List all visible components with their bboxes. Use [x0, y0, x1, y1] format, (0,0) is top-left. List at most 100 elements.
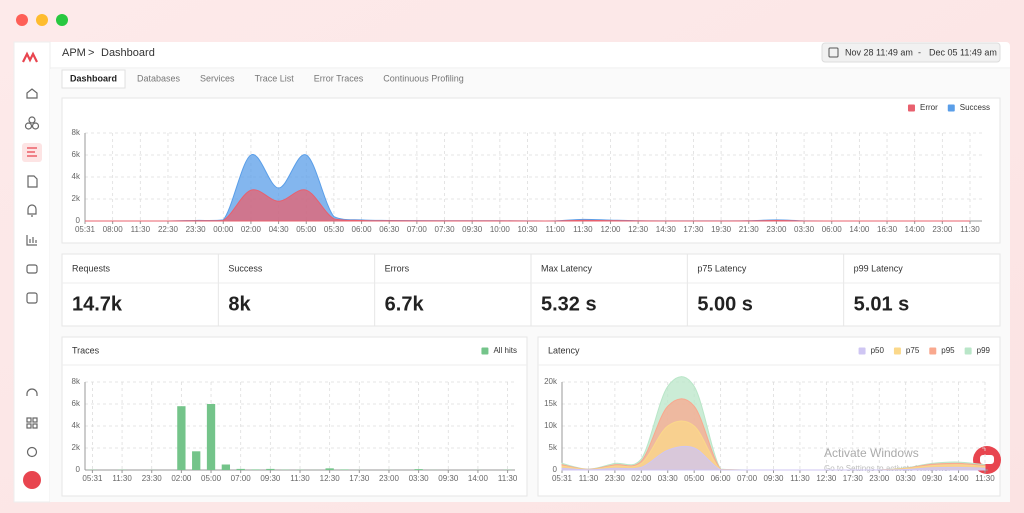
legend-label[interactable]: p50	[871, 346, 885, 355]
area	[561, 445, 986, 471]
stat-label: p99 Latency	[854, 263, 904, 273]
overview-panel	[61, 97, 1001, 244]
support-icon[interactable]	[26, 388, 38, 396]
x-tick-label: 09:30	[438, 474, 459, 483]
x-tick-label: 05:00	[684, 474, 705, 483]
x-tick-label: 14:30	[656, 225, 677, 234]
tab[interactable]: Trace List	[255, 73, 295, 83]
stat-label: Errors	[385, 263, 410, 273]
services-icon[interactable]	[28, 116, 36, 124]
x-tick-label: 07:30	[435, 225, 456, 234]
minimize-button[interactable]	[36, 14, 48, 26]
x-tick-label: 02:00	[631, 474, 652, 483]
x-tick-label: 10:30	[517, 225, 538, 234]
x-tick-label: 05:30	[324, 225, 345, 234]
legend-swatch[interactable]	[481, 347, 489, 355]
bar	[236, 468, 245, 470]
legend-swatch[interactable]	[964, 347, 972, 355]
legend-swatch[interactable]	[947, 104, 955, 112]
home-icon[interactable]	[26, 88, 38, 99]
y-tick-label: 4k	[72, 172, 81, 181]
bots-icon[interactable]	[26, 264, 38, 274]
apps-icon[interactable]	[26, 417, 32, 423]
alerts-icon[interactable]	[27, 204, 37, 217]
y-tick-label: 2k	[72, 194, 81, 203]
tab[interactable]: Databases	[137, 73, 181, 83]
breadcrumb-current: Dashboard	[101, 47, 155, 59]
legend-label[interactable]: Error	[920, 103, 938, 112]
x-tick-label: 05:31	[82, 474, 103, 483]
x-tick-label: 09:30	[260, 474, 281, 483]
stat-value: 5.00 s	[697, 293, 753, 315]
x-tick-label: 09:30	[763, 474, 784, 483]
panel-title: Latency	[548, 345, 580, 355]
bar	[251, 469, 260, 470]
settings-check-icon[interactable]	[26, 292, 38, 304]
bar	[177, 406, 186, 470]
x-tick-label: 14:00	[468, 474, 489, 483]
date-end[interactable]: Dec 05 11:49 am	[929, 47, 997, 57]
x-tick-label: 03:30	[896, 474, 917, 483]
date-range-picker[interactable]	[821, 42, 1001, 63]
watermark-title: Activate Windows	[824, 446, 919, 460]
traces-panel	[61, 336, 528, 497]
avatar[interactable]	[23, 471, 41, 489]
legend-swatch[interactable]	[929, 347, 937, 355]
panel-title: Traces	[72, 345, 100, 355]
x-tick-label: 17:30	[683, 225, 704, 234]
stat-label: p75 Latency	[697, 263, 747, 273]
x-tick-label: 06:30	[379, 225, 400, 234]
settings-icon[interactable]	[26, 446, 38, 458]
bar	[325, 468, 334, 470]
x-tick-label: 11:30	[131, 225, 151, 234]
maximize-button[interactable]	[56, 14, 68, 26]
x-tick-label: 14:00	[849, 225, 870, 234]
x-tick-label: 06:00	[822, 225, 843, 234]
x-tick-label: 00:00	[213, 225, 234, 234]
legend-swatch[interactable]	[858, 347, 866, 355]
legend-swatch[interactable]	[893, 347, 901, 355]
apm-icon[interactable]	[27, 147, 37, 157]
dashboards-icon[interactable]	[26, 235, 37, 246]
legend-label[interactable]: p75	[906, 346, 920, 355]
breadcrumb-separator: >	[88, 47, 94, 59]
x-tick-label: 19:30	[711, 225, 732, 234]
x-tick-label: 23:00	[379, 474, 400, 483]
stat-label: Max Latency	[541, 263, 593, 273]
tab[interactable]: Dashboard	[70, 73, 117, 83]
tab[interactable]: Error Traces	[314, 73, 364, 83]
bar	[266, 468, 275, 470]
x-tick-label: 21:30	[739, 225, 760, 234]
x-tick-label: 02:00	[241, 225, 262, 234]
legend-label[interactable]: p95	[941, 346, 955, 355]
close-button[interactable]	[16, 14, 28, 26]
bar	[414, 469, 423, 470]
x-tick-label: 09:30	[922, 474, 943, 483]
legend-label[interactable]: All hits	[493, 346, 517, 355]
x-tick-label: 07:00	[407, 225, 428, 234]
x-tick-label: 06:00	[711, 474, 732, 483]
x-tick-label: 11:30	[975, 474, 995, 483]
legend-label[interactable]: p99	[977, 346, 991, 355]
date-start[interactable]: Nov 28 11:49 am	[845, 47, 913, 57]
breadcrumb-parent[interactable]: APM	[62, 47, 86, 59]
stat-label: Requests	[72, 263, 111, 273]
x-tick-label: 03:30	[409, 474, 430, 483]
legend-label[interactable]: Success	[960, 103, 990, 112]
logo[interactable]	[22, 51, 38, 63]
tab[interactable]: Continuous Profiling	[383, 73, 464, 83]
x-tick-label: 17:30	[349, 474, 370, 483]
tab[interactable]: Services	[200, 73, 235, 83]
stat-value: 5.01 s	[854, 293, 910, 315]
x-tick-label: 23:30	[186, 225, 207, 234]
legend-swatch[interactable]	[907, 104, 915, 112]
area	[85, 189, 970, 222]
logs-icon[interactable]	[27, 175, 38, 188]
x-tick-label: 11:00	[545, 225, 565, 234]
x-tick-label: 11:30	[790, 474, 810, 483]
y-tick-label: 4k	[72, 421, 81, 430]
y-tick-label: 0	[553, 465, 558, 474]
watermark-text: Go to Settings to activate Windows.	[824, 464, 950, 473]
y-tick-label: 6k	[72, 399, 81, 408]
